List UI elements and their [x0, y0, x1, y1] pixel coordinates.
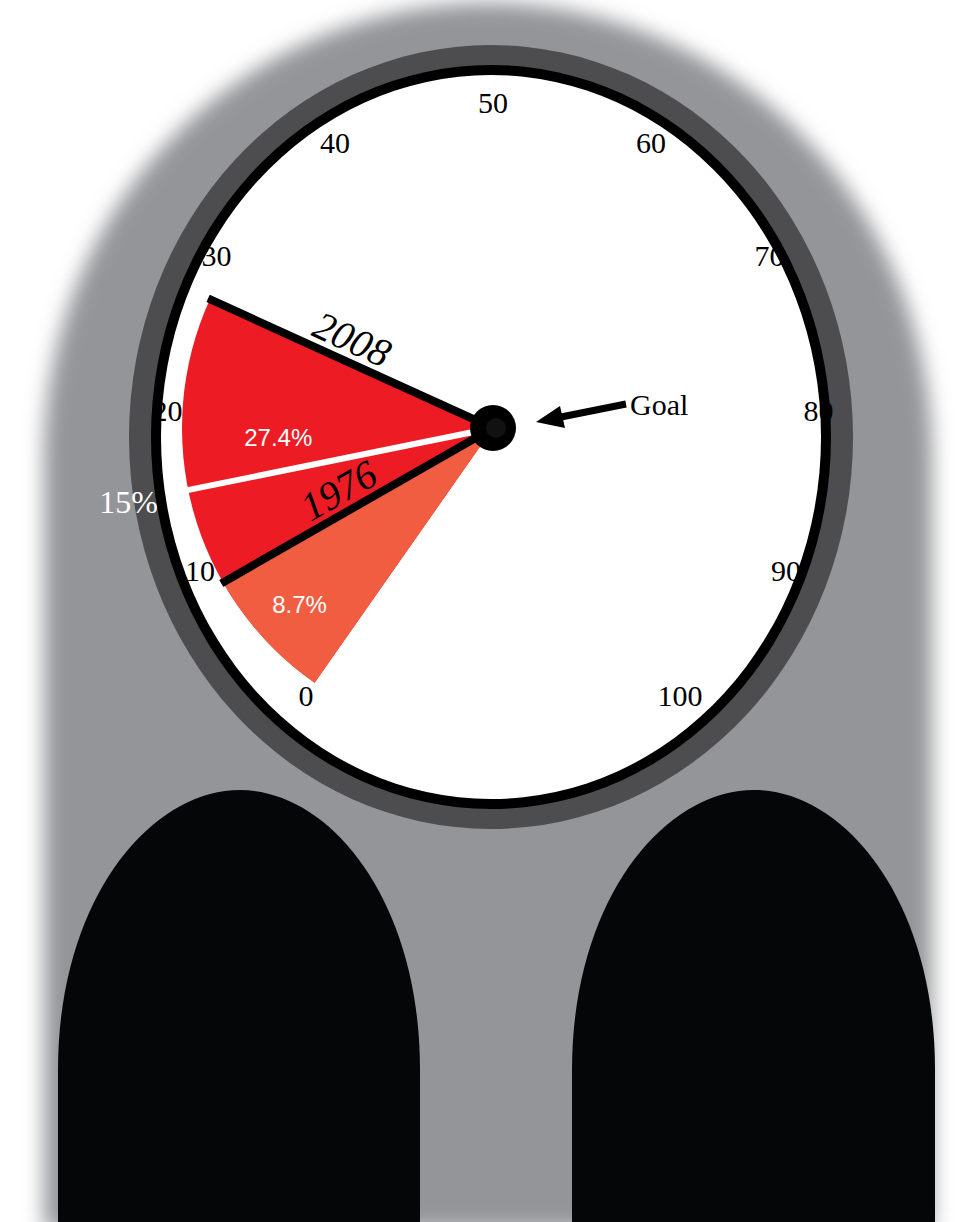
tick-label: 50	[478, 86, 508, 119]
value-line	[208, 298, 493, 428]
arrow-shaft	[556, 404, 626, 418]
wedge	[182, 299, 493, 683]
hub	[470, 405, 516, 451]
tick-label: 80	[804, 394, 834, 427]
dial-face	[161, 75, 821, 799]
tick-label: 100	[657, 679, 702, 712]
tick-label: 40	[320, 126, 350, 159]
tick-label: 60	[636, 126, 666, 159]
reference-label: 15%	[99, 484, 158, 520]
hub-center	[486, 418, 506, 438]
chart: 0 10 20 30 40 50 60 70 80 90 100 2008 197627.4% 8.7% 1…	[0, 0, 976, 1222]
tick-label: 10	[185, 554, 215, 587]
texts: 0 10 20 30 40 50 60 70 80 90 100 2008 197627.4% 8.7% 1…	[99, 86, 833, 712]
data-label: 27.4%	[244, 424, 312, 451]
tick-label: 30	[202, 239, 232, 272]
arrow-head	[536, 406, 565, 428]
foot-right	[572, 790, 935, 1222]
marks	[182, 298, 493, 682]
tick-label: 20	[152, 394, 182, 427]
dial-ring	[129, 45, 853, 829]
series-name: 2008	[306, 302, 397, 376]
tick-label: 0	[299, 679, 314, 712]
dial-rim	[151, 65, 831, 809]
tick-label: 70	[754, 239, 784, 272]
tick-label: 90	[771, 554, 801, 587]
series-name: 1976	[293, 451, 385, 530]
foot-left	[58, 790, 420, 1222]
data-label: 8.7%	[272, 591, 327, 618]
annotation: Goal	[630, 388, 688, 421]
